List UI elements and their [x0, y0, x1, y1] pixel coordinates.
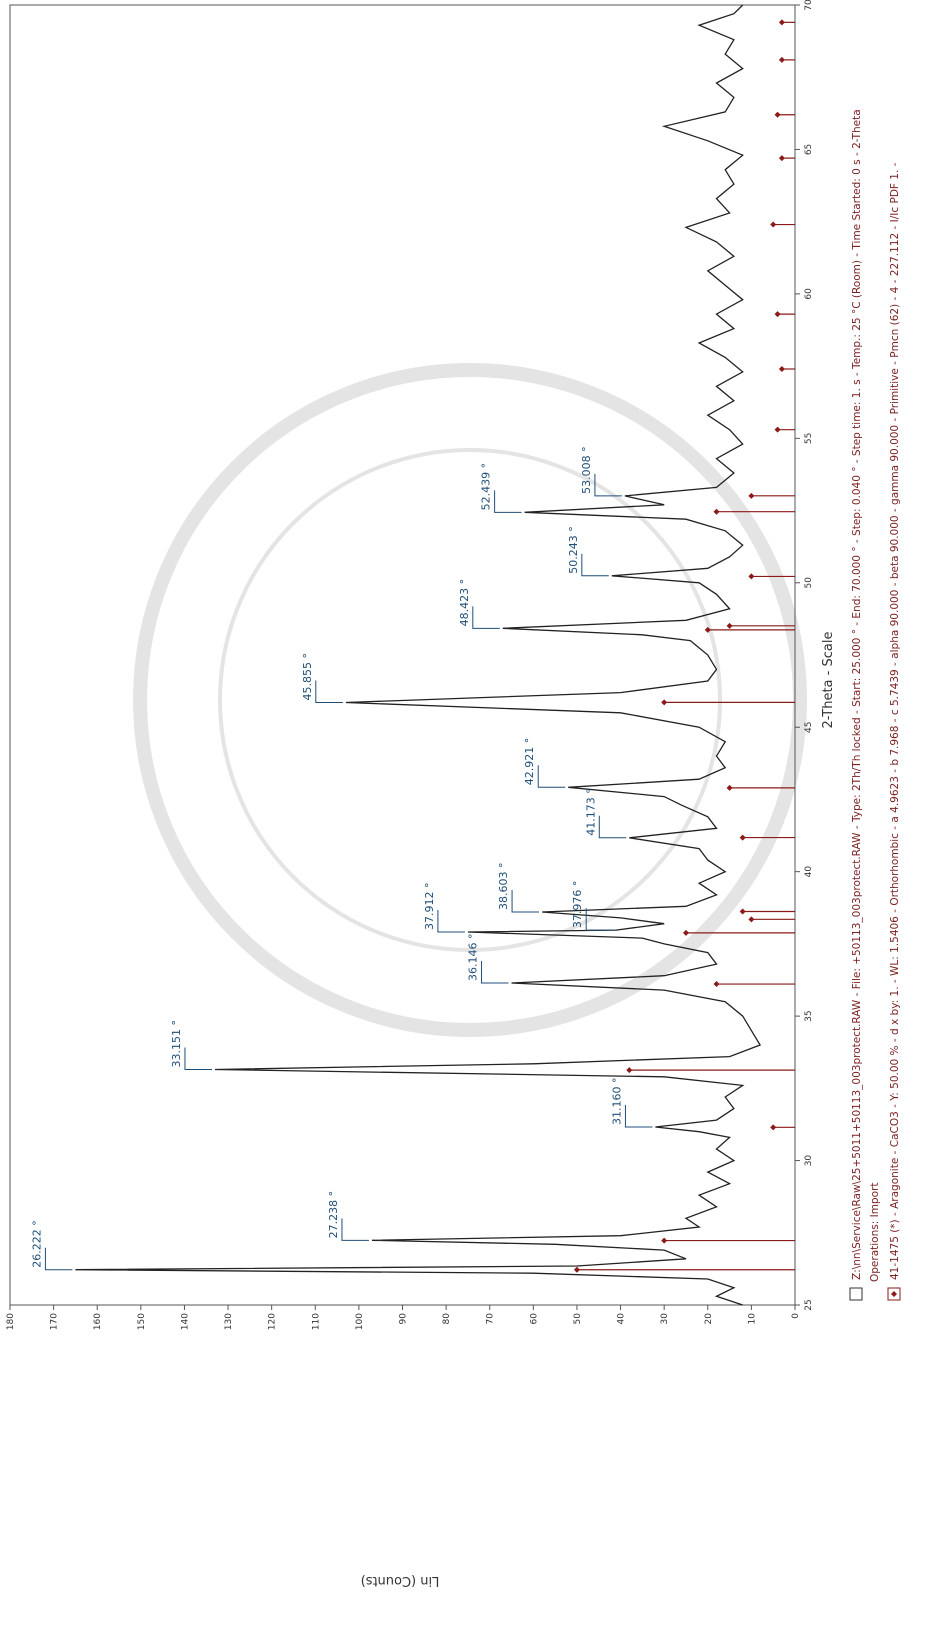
y-tick-label: 150	[137, 1313, 147, 1330]
x-tick-label: 30	[804, 1155, 814, 1167]
peak-marker	[472, 606, 500, 629]
x-tick-label: 35	[804, 1010, 814, 1021]
y-tick-label: 130	[224, 1313, 234, 1330]
watermark	[133, 363, 807, 1037]
reference-marker	[626, 1067, 633, 1074]
peak-label: 26.222 °	[30, 1220, 43, 1268]
reference-marker	[573, 1266, 580, 1273]
reference-marker	[778, 366, 785, 372]
reference-marker	[682, 929, 689, 936]
y-tick-label: 110	[311, 1313, 321, 1330]
peak-label: 37.976 °	[571, 881, 584, 929]
data-line	[75, 4, 762, 1306]
y-axis-title: Lin (Counts)	[361, 1573, 440, 1588]
peak-marker	[594, 473, 622, 497]
peak-label: 37.912 °	[423, 882, 436, 930]
peak-marker	[581, 553, 609, 577]
reference-marker	[661, 1237, 668, 1244]
peak-marker	[44, 1247, 73, 1271]
peak-marker	[341, 1218, 369, 1241]
peak-label: 42.921 °	[523, 738, 536, 786]
peak-label: 52.439 °	[480, 463, 493, 511]
legend-icon	[891, 1291, 897, 1297]
reference-marker	[661, 699, 668, 706]
reference-marker	[739, 908, 746, 915]
y-tick-label: 160	[93, 1313, 103, 1330]
y-tick-label: 140	[180, 1313, 190, 1330]
peak-label: 38.603 °	[497, 863, 510, 911]
y-tick-label: 120	[268, 1313, 278, 1330]
y-tick-label: 90	[399, 1313, 409, 1325]
peak-label: 33.151 °	[170, 1020, 183, 1067]
peak-marker	[481, 961, 509, 984]
x-tick-label: 25	[804, 1299, 814, 1310]
peak-marker	[537, 765, 566, 788]
plot-frame	[9, 4, 796, 1306]
footer-note: Z:\nn\Service\Raw\25+5011+50113_003prote…	[851, 109, 863, 1280]
reference-marker	[774, 426, 781, 433]
reference-marker	[770, 1124, 777, 1131]
x-tick-label: 70	[804, 0, 814, 11]
reference-marker	[726, 784, 733, 791]
reference-marker	[713, 981, 720, 988]
x-axis-title: 2-Theta - Scale	[821, 632, 836, 729]
peak-marker	[511, 890, 540, 913]
peak-marker	[494, 490, 522, 513]
reference-marker	[713, 508, 720, 515]
reference-marker	[748, 492, 755, 499]
y-tick-label: 60	[529, 1313, 539, 1325]
reference-marker	[774, 111, 781, 118]
footer-note: 41-1475 (*) - Aragonite - CaCO3 - Y: 50.…	[889, 162, 901, 1280]
reference-marker	[778, 56, 785, 63]
peak-marker	[437, 909, 465, 933]
reference-marker	[774, 311, 781, 318]
peak-label: 53.008 °	[580, 446, 593, 494]
reference-marker	[704, 626, 711, 633]
x-tick-label: 40	[804, 866, 814, 878]
reference-marker	[739, 834, 746, 841]
peak-label: 48.423 °	[458, 579, 471, 627]
reference-marker	[778, 19, 785, 26]
y-tick-label: 180	[6, 1313, 16, 1330]
y-tick-label: 70	[486, 1313, 496, 1325]
x-tick-label: 55	[804, 433, 814, 444]
peak-label: 27.238 °	[327, 1191, 340, 1239]
y-tick-label: 20	[704, 1313, 714, 1325]
y-tick-label: 170	[50, 1313, 60, 1330]
peak-label: 45.855 °	[301, 653, 314, 701]
x-tick-label: 45	[804, 721, 814, 732]
legend-icon	[849, 1287, 863, 1301]
peak-marker	[585, 908, 614, 931]
peak-label: 41.173 °	[584, 788, 597, 836]
y-tick-label: 50	[573, 1313, 583, 1325]
y-tick-label: 10	[747, 1313, 757, 1325]
y-tick-label: 40	[617, 1313, 627, 1325]
footer-note: Operations: Import	[869, 1183, 881, 1282]
x-tick-label: 50	[804, 577, 814, 589]
peak-marker	[315, 680, 343, 704]
peak-marker	[184, 1047, 212, 1071]
peak-marker	[598, 815, 627, 839]
reference-marker	[748, 916, 755, 923]
reference-marker	[748, 573, 755, 580]
x-tick-label: 60	[804, 288, 814, 300]
reference-marker	[726, 622, 733, 629]
x-tick-label: 65	[804, 144, 814, 155]
rotated-plot: 2-Theta - Scale Lin (Counts) 0 10 20 30 40 50…	[6, 0, 901, 1588]
y-tick-label: 0	[791, 1313, 801, 1319]
peak-marker	[624, 1105, 653, 1128]
peak-label: 31.160 °	[610, 1078, 623, 1126]
reference-marker	[770, 221, 777, 228]
y-tick-label: 80	[442, 1313, 452, 1325]
y-tick-label: 30	[660, 1313, 670, 1325]
legend-icon	[887, 1287, 901, 1301]
peak-label: 50.243 °	[567, 526, 580, 574]
reference-marker	[778, 155, 785, 162]
peak-label: 36.146 °	[467, 934, 480, 982]
y-tick-label: 100	[355, 1313, 365, 1330]
